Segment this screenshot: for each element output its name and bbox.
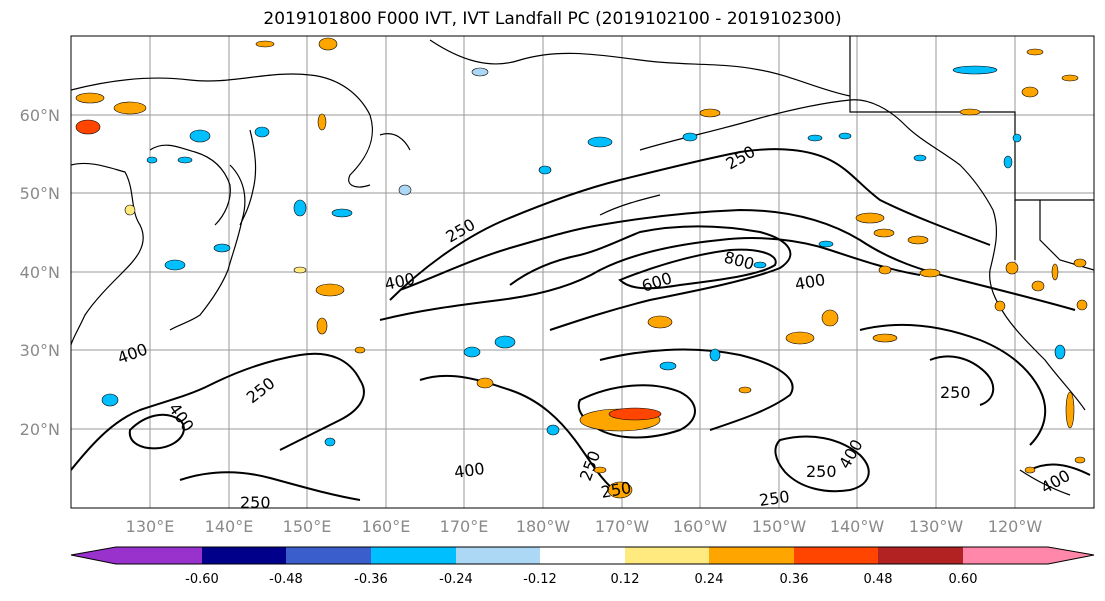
lon-label: 150°W xyxy=(752,517,807,536)
lon-label: 180°W xyxy=(516,517,571,536)
lon-label: 130°W xyxy=(909,517,964,536)
colorbar-segment xyxy=(116,547,202,564)
colorbar-tick-label: -0.24 xyxy=(439,572,473,587)
lat-label-40n: 40°N xyxy=(20,263,60,282)
latitude-labels: 60°N 50°N 40°N 30°N 20°N xyxy=(20,106,60,439)
lon-label: 170°E xyxy=(440,517,489,536)
lon-label: 140°W xyxy=(830,517,885,536)
graticule xyxy=(71,36,1094,508)
colorbar: -0.60 -0.48 -0.36 -0.24 -0.12 0.12 0.24 … xyxy=(70,546,1095,587)
colorbar-segment xyxy=(878,547,963,564)
lon-label: 130°E xyxy=(126,517,175,536)
lon-label: 160°W xyxy=(673,517,728,536)
lon-label: 120°W xyxy=(988,517,1043,536)
colorbar-tick-label: 0.12 xyxy=(611,572,640,587)
colorbar-segment xyxy=(963,547,1048,564)
colorbar-segment xyxy=(371,547,456,564)
negative-pc-shading xyxy=(101,65,1066,447)
colorbar-extend-min xyxy=(71,547,116,564)
map-border xyxy=(70,35,1095,509)
contour-label: 250 xyxy=(240,493,271,512)
lat-label-20n: 20°N xyxy=(20,420,60,439)
colorbar-segment xyxy=(794,547,878,564)
colorbar-segment xyxy=(709,547,794,564)
colorbar-tick-label: -0.60 xyxy=(185,572,219,587)
positive-pc-shading xyxy=(75,37,1088,499)
coastlines xyxy=(71,36,1094,496)
colorbar-segment xyxy=(540,547,625,564)
lon-label: 150°E xyxy=(283,517,332,536)
lon-label: 160°E xyxy=(362,517,411,536)
contour-label: 250 xyxy=(940,383,971,402)
colorbar-tick-label: 0.60 xyxy=(949,572,978,587)
lat-label-30n: 30°N xyxy=(20,341,60,360)
lon-label: 170°W xyxy=(595,517,650,536)
colorbar-segment xyxy=(202,547,286,564)
colorbar-segment xyxy=(625,547,709,564)
colorbar-extend-max xyxy=(1048,547,1094,564)
colorbar-tick-label: -0.48 xyxy=(269,572,303,587)
lat-label-50n: 50°N xyxy=(20,184,60,203)
colorbar-tick-label: 0.48 xyxy=(864,572,893,587)
contour-label: 400 xyxy=(453,459,486,482)
longitude-labels: 130°E 140°E 150°E 160°E 170°E 180°W 170°… xyxy=(126,517,1043,536)
colorbar-segment xyxy=(286,547,371,564)
lat-label-60n: 60°N xyxy=(20,106,60,125)
ivt-contours xyxy=(71,148,1091,501)
colorbar-segment xyxy=(456,547,540,564)
contour-label: 250 xyxy=(806,462,837,481)
contour-label: 250 xyxy=(758,487,791,510)
map-title: 2019101800 F000 IVT, IVT Landfall PC (20… xyxy=(263,9,842,29)
colorbar-tick-label: -0.12 xyxy=(523,572,557,587)
colorbar-tick-label: 0.24 xyxy=(695,572,724,587)
colorbar-tick-label: 0.36 xyxy=(780,572,809,587)
colorbar-tick-label: -0.36 xyxy=(354,572,388,587)
lon-label: 140°E xyxy=(205,517,254,536)
